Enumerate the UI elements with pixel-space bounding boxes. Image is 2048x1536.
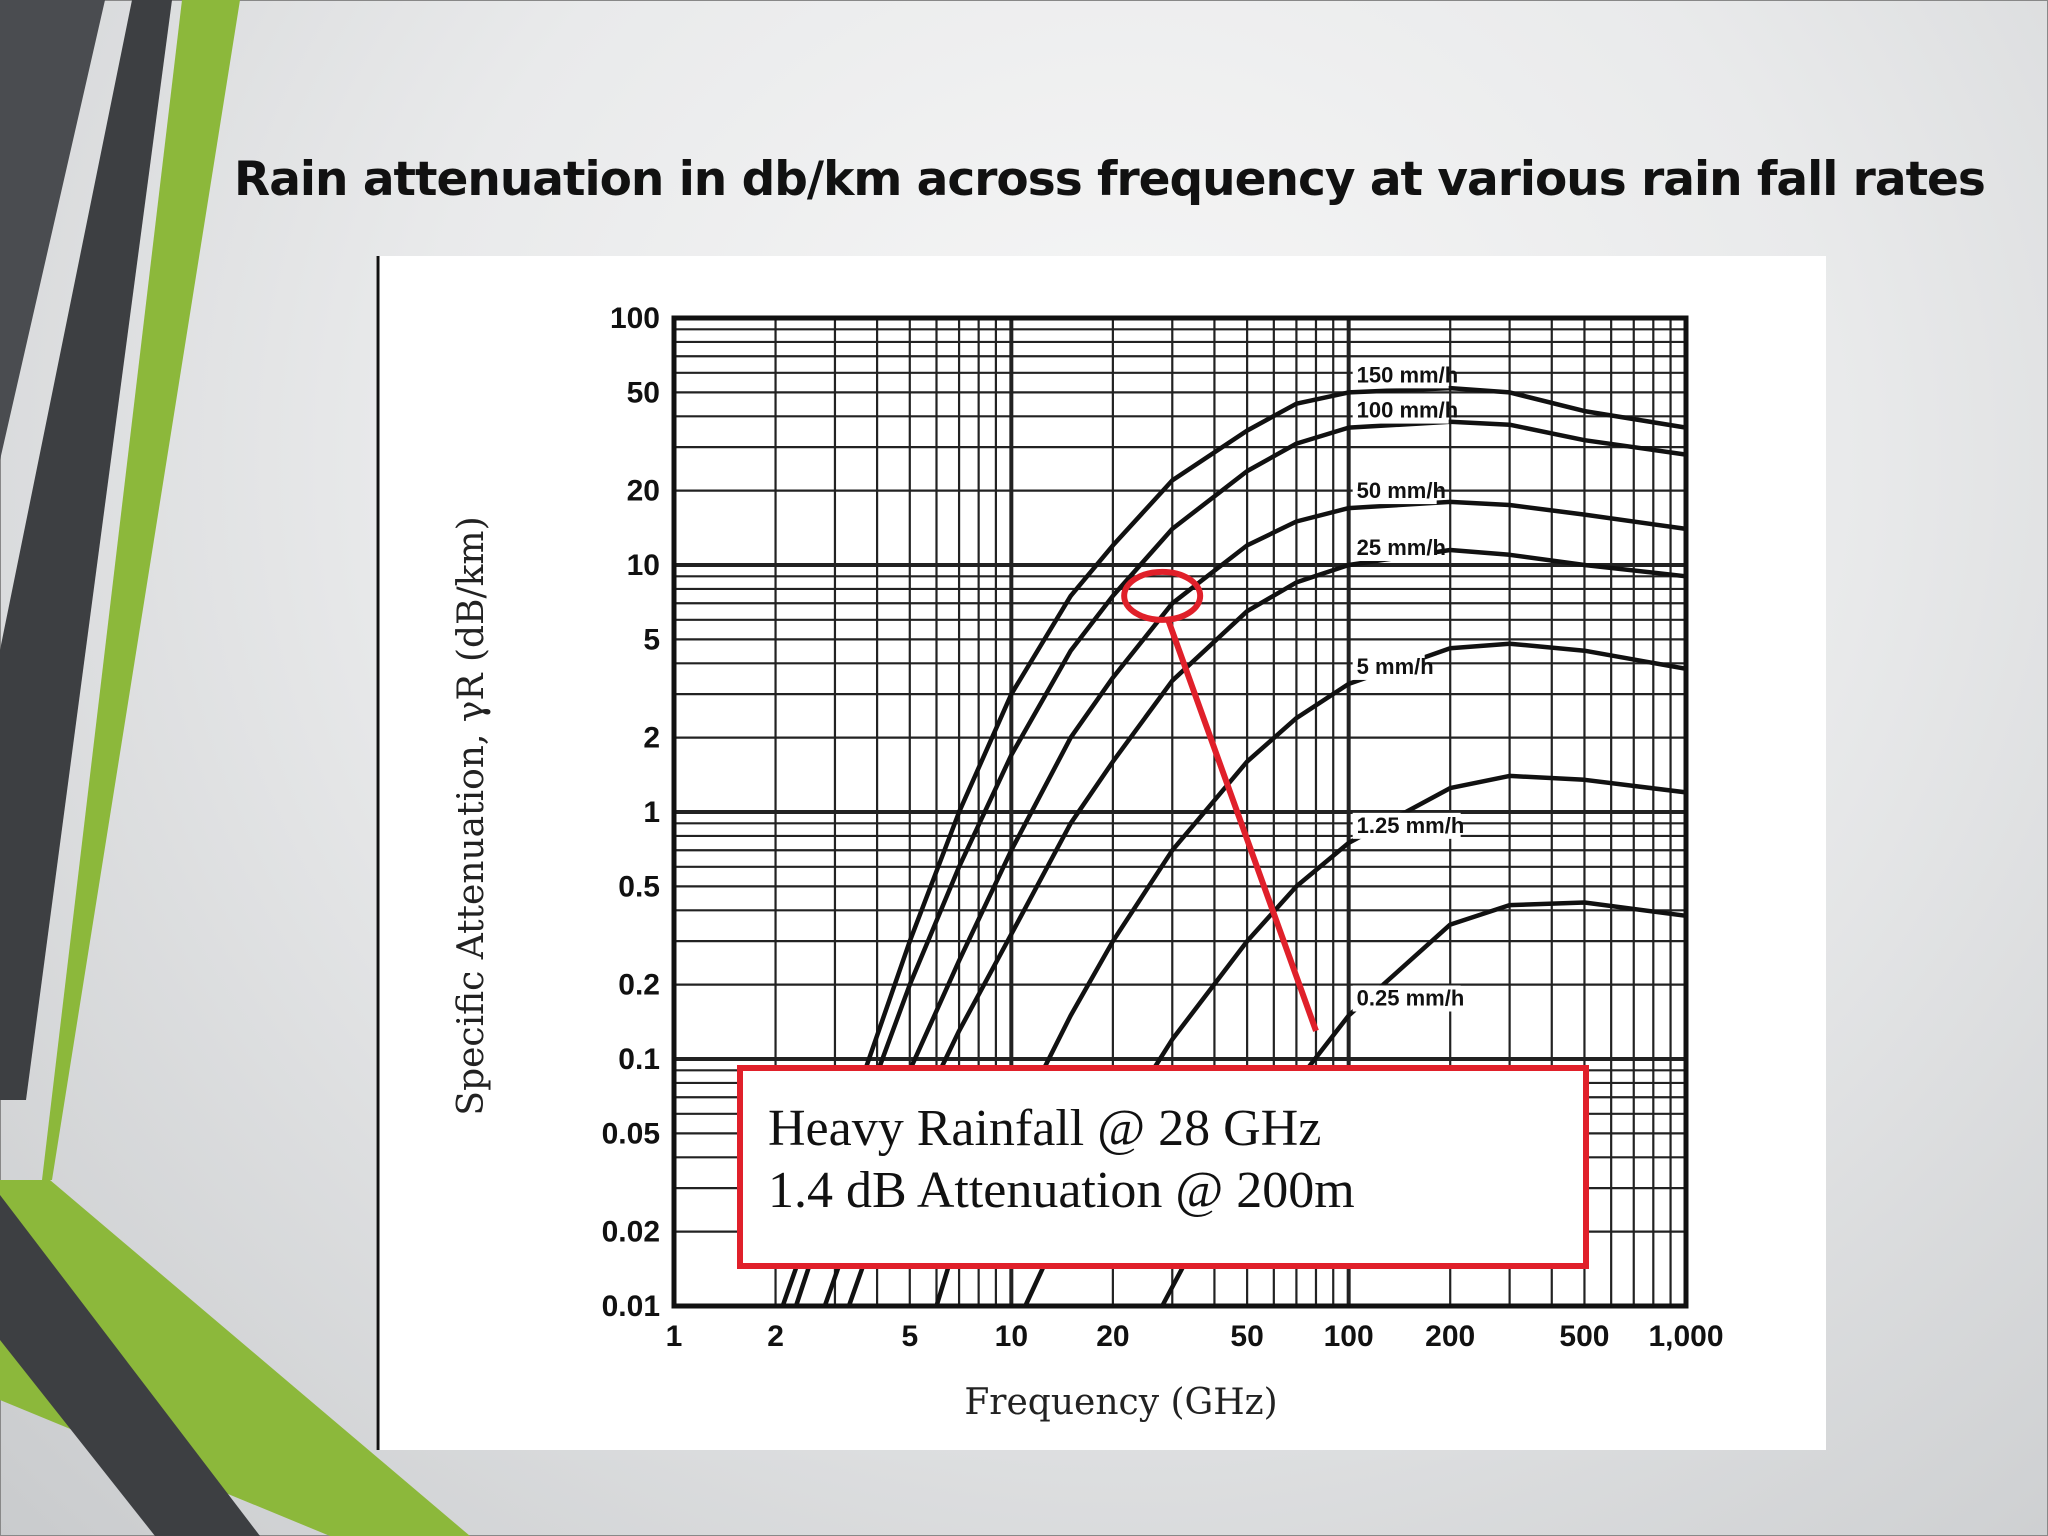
green-stripe-left: [42, 0, 240, 1180]
callout-box: [737, 1065, 1589, 1269]
x-tick-label: 500: [1559, 1320, 1609, 1353]
x-tick-label: 50: [1230, 1320, 1263, 1353]
y-tick-label: 5: [643, 623, 660, 656]
x-tick-label: 1: [666, 1320, 683, 1353]
series-label: 50 mm/h: [1357, 478, 1446, 503]
series-label-background: [1352, 535, 1437, 561]
series-label: 1.25 mm/h: [1357, 813, 1465, 838]
plot-frame: [671, 315, 1689, 1309]
y-tick-label: 20: [627, 475, 660, 508]
y-axis-label: Specific Attenuation, γR (dB/km): [451, 516, 492, 1115]
series-labels: 150 mm/h 100 mm/h 50 mm/h 25 mm/h 5 mm/h 1.25…: [1352, 362, 1465, 1012]
dark-stripe-top: [0, 0, 105, 460]
callout-pointer-line: [1165, 618, 1319, 1032]
y-tick-label: 0.2: [618, 969, 660, 1002]
callout-line-2: 1.4 dB Attenuation @ 200m: [768, 1162, 1355, 1219]
x-axis-label: Frequency (GHz): [964, 1382, 1277, 1423]
attenuation-chart: 150 mm/h 100 mm/h 50 mm/h 25 mm/h 5 mm/h 1.25…: [376, 256, 1724, 1450]
x-tick-label: 5: [901, 1320, 918, 1353]
x-tick-label: 200: [1425, 1320, 1475, 1353]
y-tick-labels: 0.01 0.02 0.05 0.1 0.2 0.5 1 2 5 10 20 50 100: [602, 302, 660, 1323]
y-tick-label: 50: [627, 376, 660, 409]
x-tick-label: 2: [767, 1320, 784, 1353]
series-label: 100 mm/h: [1357, 398, 1459, 423]
series-label-background: [1352, 653, 1425, 680]
series-label: 5 mm/h: [1357, 654, 1434, 679]
x-tick-label: 10: [995, 1320, 1028, 1353]
y-tick-label: 0.01: [602, 1290, 660, 1323]
y-tick-label: 0.5: [618, 870, 660, 903]
y-tick-label: 0.1: [618, 1043, 660, 1076]
callout-marker-ring: [1121, 568, 1204, 623]
series-line: [780, 385, 1687, 1307]
series-label: 25 mm/h: [1357, 535, 1446, 560]
callout-line-1: Heavy Rainfall @ 28 GHz: [768, 1100, 1321, 1157]
series-line: [822, 499, 1687, 1307]
y-tick-label: 1: [643, 796, 660, 829]
series-label: 0.25 mm/h: [1357, 986, 1465, 1011]
dark-stripe-left: [0, 0, 172, 1100]
series-label-background: [1352, 812, 1461, 839]
x-tick-label: 1,000: [1648, 1320, 1723, 1353]
x-tick-label: 100: [1324, 1320, 1374, 1353]
dark-stripe-bottom: [0, 1195, 260, 1536]
series-line: [846, 547, 1687, 1307]
callout: Heavy Rainfall @ 28 GHz 1.4 dB Attenuati…: [737, 568, 1589, 1269]
chart-panel: 150 mm/h 100 mm/h 50 mm/h 25 mm/h 5 mm/h 1.25…: [376, 256, 1826, 1450]
y-tick-label: 2: [643, 722, 660, 755]
x-tick-labels: 1 2 5 10 20 50 100 200 500 1,000: [666, 1320, 1724, 1353]
y-tick-label: 10: [627, 549, 660, 582]
series-line: [793, 419, 1687, 1307]
x-tick-label: 20: [1096, 1320, 1129, 1353]
y-tick-label: 100: [610, 302, 660, 335]
series-label-background: [1352, 362, 1449, 389]
series-label-background: [1352, 985, 1461, 1012]
y-tick-label: 0.05: [602, 1117, 660, 1150]
slide-title: Rain attenuation in db/km across frequen…: [234, 152, 1986, 207]
series-label-background: [1352, 478, 1437, 505]
series-label-background: [1352, 397, 1449, 424]
y-tick-label: 0.02: [602, 1216, 660, 1249]
series-label: 150 mm/h: [1357, 362, 1459, 387]
